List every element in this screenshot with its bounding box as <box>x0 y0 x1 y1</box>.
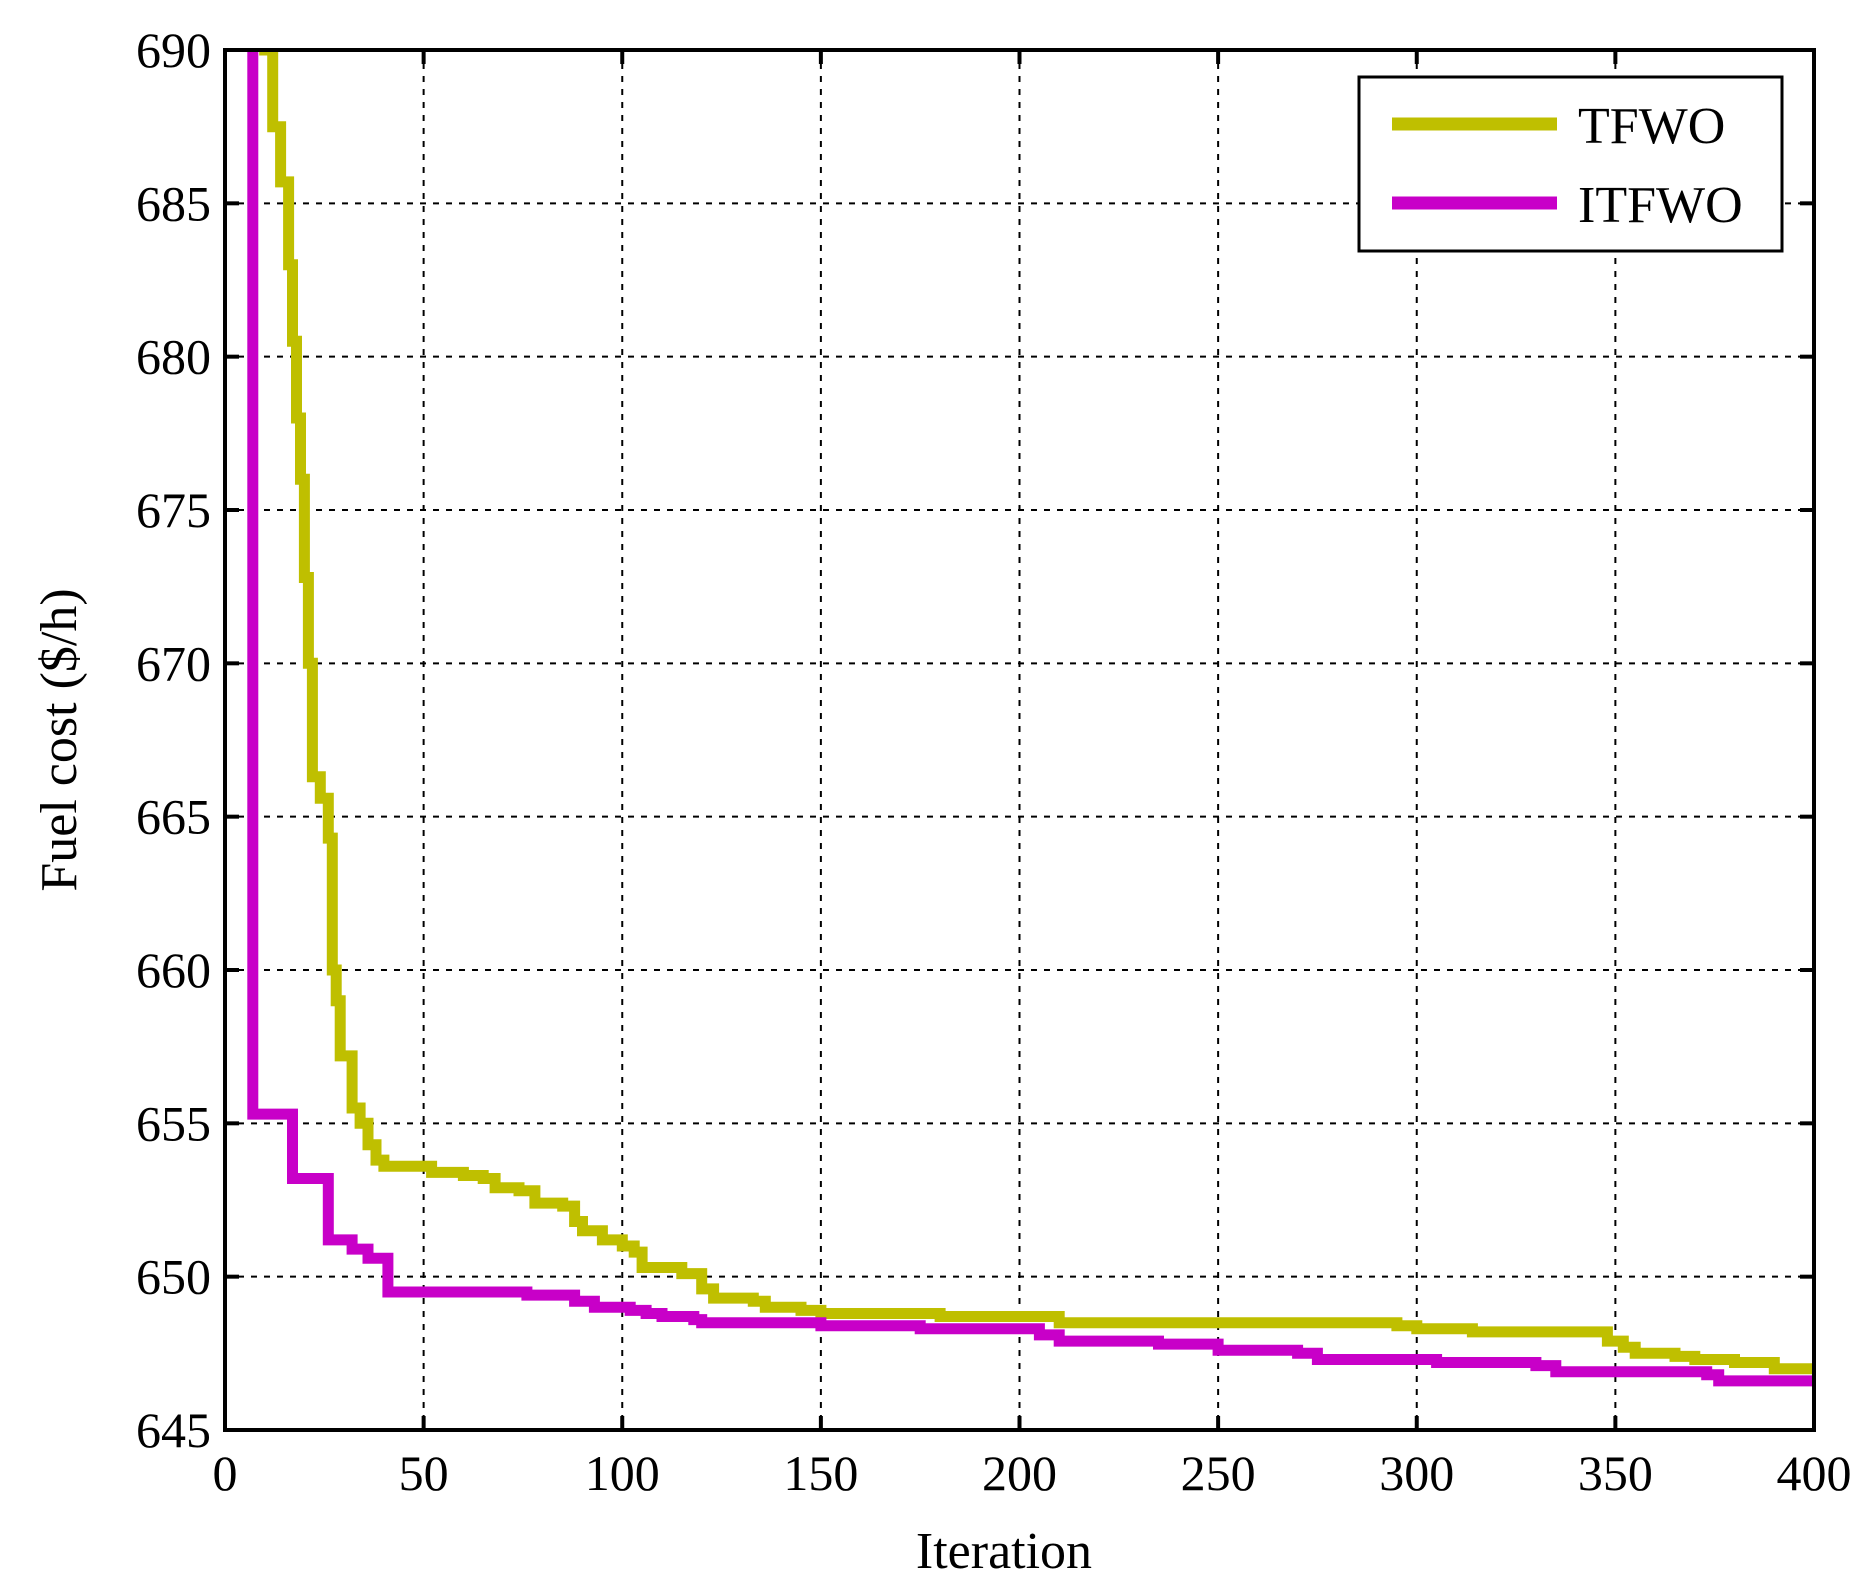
y-tick-label: 670 <box>136 635 211 691</box>
y-tick-label: 675 <box>136 482 211 538</box>
y-tick-label: 685 <box>136 175 211 231</box>
series-lines <box>247 50 1814 1387</box>
y-tick-label: 650 <box>136 1249 211 1305</box>
y-tick-label: 665 <box>136 789 211 845</box>
x-tick-labels: 0 50 100 150 200 250 300 350 400 <box>213 1445 1852 1501</box>
x-tick-label: 250 <box>1181 1445 1256 1501</box>
y-tick-label: 690 <box>136 22 211 78</box>
y-tick-label: 660 <box>136 942 211 998</box>
x-tick-label: 0 <box>213 1445 238 1501</box>
y-tick-label: 680 <box>136 329 211 385</box>
legend-box <box>1357 75 1784 253</box>
legend-label-tfwo: TFWO <box>1578 98 1725 155</box>
x-tick-label: 100 <box>585 1445 660 1501</box>
legend: TFWO ITFWO <box>1357 75 1784 253</box>
grid-lines <box>225 50 1814 1430</box>
x-tick-label: 200 <box>982 1445 1057 1501</box>
y-tick-labels: 645 650 655 660 665 670 675 680 685 690 <box>136 22 211 1458</box>
x-tick-label: 50 <box>399 1445 449 1501</box>
series-line-tfwo <box>259 50 1814 1375</box>
x-tick-label: 150 <box>783 1445 858 1501</box>
x-tick-label: 400 <box>1777 1445 1852 1501</box>
x-tick-label: 300 <box>1379 1445 1454 1501</box>
x-tick-label: 350 <box>1578 1445 1653 1501</box>
legend-label-itfwo: ITFWO <box>1578 177 1743 234</box>
x-axis-title: Iteration <box>916 1523 1092 1580</box>
y-tick-label: 655 <box>136 1095 211 1151</box>
y-axis-title: Fuel cost ($/h) <box>31 588 88 891</box>
series-line-itfwo <box>247 50 1814 1387</box>
axis-ticks <box>223 48 1816 1432</box>
y-tick-label: 645 <box>136 1402 211 1458</box>
